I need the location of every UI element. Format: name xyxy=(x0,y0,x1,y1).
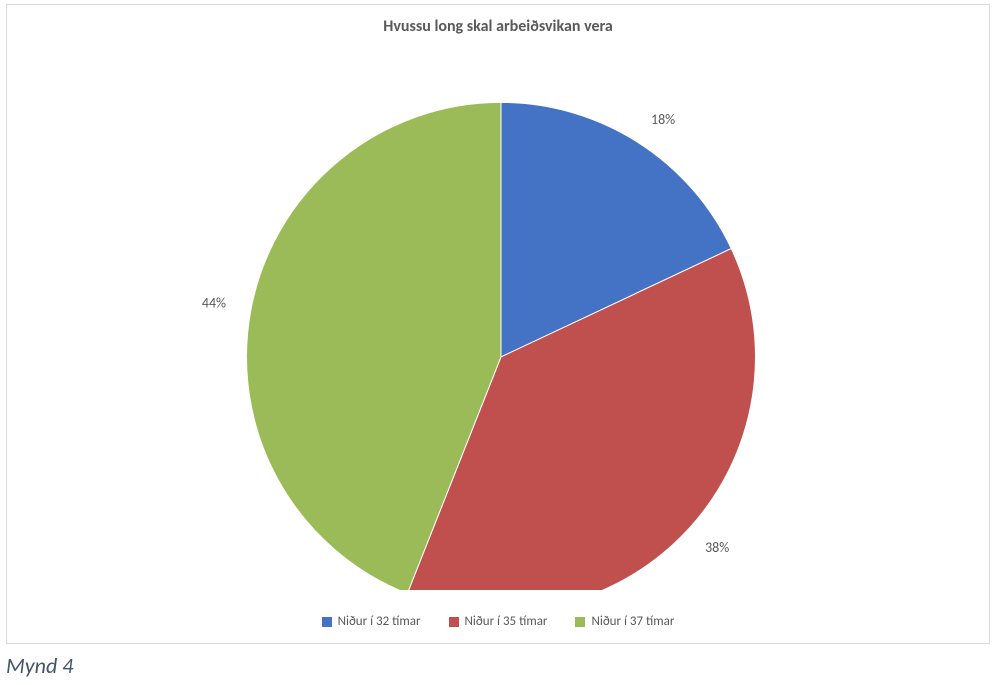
figure-caption: Mynd 4 xyxy=(6,652,73,679)
pie-slice-label: 38% xyxy=(705,539,729,556)
legend-item: Niður í 37 tímar xyxy=(575,614,674,629)
pie-chart: 18% 38% 44% xyxy=(7,45,989,590)
legend-label: Niður í 32 tímar xyxy=(338,614,421,629)
figure-frame: Hvussu long skal arbeiðsvikan vera 18% 38… xyxy=(0,0,1000,685)
pie-container: 18% 38% 44% xyxy=(7,45,989,590)
pie-slice-label: 44% xyxy=(202,295,226,312)
legend-swatch xyxy=(322,617,332,627)
legend-item: Niður í 35 tímar xyxy=(449,614,548,629)
chart-legend: Niður í 32 tímar Niður í 35 tímar Niður í … xyxy=(7,614,989,629)
legend-label: Niður í 35 tímar xyxy=(465,614,548,629)
pie-slice-label: 18% xyxy=(651,111,675,128)
legend-item: Niður í 32 tímar xyxy=(322,614,421,629)
legend-swatch xyxy=(575,617,585,627)
chart-plot-area: Hvussu long skal arbeiðsvikan vera 18% 38… xyxy=(6,4,990,644)
chart-title: Hvussu long skal arbeiðsvikan vera xyxy=(7,17,989,36)
legend-swatch xyxy=(449,617,459,627)
legend-label: Niður í 37 tímar xyxy=(591,614,674,629)
